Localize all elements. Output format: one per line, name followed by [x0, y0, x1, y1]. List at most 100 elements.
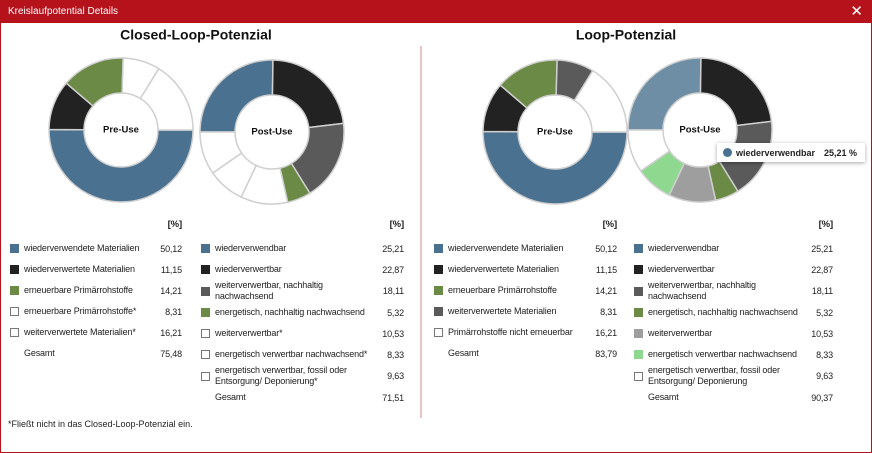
- row-value: 22,87: [382, 264, 404, 275]
- row-value: 9,63: [816, 371, 833, 381]
- donut-center-label: Pre-Use: [103, 125, 139, 136]
- swatch: [10, 244, 19, 253]
- table-row: energetisch verwertbar nachwachsend* 8,33: [201, 344, 404, 365]
- swatch: [634, 286, 643, 296]
- row-value: 11,15: [160, 264, 182, 275]
- close-button[interactable]: ✕: [850, 3, 863, 20]
- swatch: [434, 328, 443, 337]
- table-row: weiterverwertbar, nachhaltig nachwachsen…: [201, 280, 404, 302]
- table-row: wiederverwertbar 22,87: [634, 259, 833, 280]
- total-value: 75,48: [160, 348, 182, 359]
- total-row: Gesamt 83,79: [434, 343, 617, 364]
- swatch: [634, 329, 643, 338]
- donut-segment: [573, 69, 628, 133]
- donut-segment: [699, 57, 773, 127]
- row-value: 8,33: [387, 349, 404, 360]
- donut: [482, 59, 628, 205]
- table-row: wiederverwendbar 25,21: [634, 238, 833, 259]
- donut-segment: [627, 129, 671, 172]
- table-row: wiederverwertete Materialien 11,15: [10, 259, 182, 280]
- swatch: [201, 308, 210, 317]
- donut-segment: [139, 67, 194, 131]
- donut-center-label: Post-Use: [679, 125, 720, 136]
- swatch: [634, 244, 643, 253]
- row-label: weiterverwertbar*: [215, 328, 283, 338]
- swatch: [634, 350, 643, 359]
- total-row: Gesamt 90,37: [634, 387, 833, 408]
- row-label: energetisch verwertbar, fossil oder Ents…: [648, 365, 780, 386]
- row-label: weiterverwertete Materialien*: [24, 327, 136, 337]
- tooltip-swatch: [723, 148, 732, 157]
- table-row: erneuerbare Primärrohstoffe 14,21: [10, 280, 182, 301]
- tooltip-label: wiederverwendbar: [736, 148, 816, 158]
- window-title: Kreislaufpotential Details: [8, 6, 119, 17]
- table-row: weiterverwertete Materialien* 16,21: [10, 322, 182, 343]
- table-row: wiederverwertbar 22,87: [201, 259, 404, 280]
- swatch: [201, 350, 210, 359]
- table-row: erneuerbare Primärrohstoffe* 8,31: [10, 301, 182, 322]
- row-label: wiederverwertete Materialien: [24, 264, 135, 274]
- total-row: Gesamt 75,48: [10, 343, 182, 364]
- swatch: [201, 329, 210, 338]
- donut: [48, 57, 194, 203]
- row-value: 8,31: [600, 306, 617, 317]
- table-row: energetisch verwertbar nachwachsend 8,33: [634, 344, 833, 365]
- row-value: 14,21: [160, 285, 182, 296]
- table-row: erneuerbare Primärrohstoffe 14,21: [434, 280, 617, 301]
- row-label: energetisch verwertbar nachwachsend*: [215, 349, 368, 359]
- table-row: weiterverwertbar* 10,53: [201, 323, 404, 344]
- donut-center-label: Post-Use: [251, 127, 292, 138]
- swatch: [434, 265, 443, 274]
- swatch: [634, 265, 643, 274]
- donut-segment: [482, 130, 628, 205]
- row-value: 10,53: [382, 328, 404, 339]
- row-value: 16,21: [595, 327, 617, 338]
- table-row: energetisch, nachhaltig nachwachsend 5,32: [201, 302, 404, 323]
- total-value: 71,51: [382, 392, 404, 403]
- title-bar: Kreislaufpotential Details ✕: [1, 1, 871, 23]
- swatch: [434, 244, 443, 253]
- tooltip-value: 25,21 %: [823, 148, 857, 158]
- row-label: weiterverwertbar, nachhaltig nachwachsen…: [648, 280, 756, 301]
- row-value: 8,31: [165, 306, 182, 317]
- row-label: energetisch, nachhaltig nachwachsend: [215, 307, 365, 317]
- row-label: erneuerbare Primärrohstoffe: [448, 285, 557, 295]
- row-value: 25,21: [382, 243, 404, 254]
- row-label: wiederverwertbar: [215, 264, 282, 274]
- table-row: wiederverwendbar 25,21: [201, 238, 404, 259]
- row-value: 25,21: [811, 243, 833, 254]
- row-value: 16,21: [160, 327, 182, 338]
- panel-title: Closed-Loop-Potenzial: [120, 27, 272, 43]
- row-value: 18,11: [811, 286, 833, 296]
- row-value: 22,87: [811, 264, 833, 275]
- legend-table: [%] wiederverwendbar 25,21 wiederverwertbar…: [634, 219, 833, 408]
- row-label: Primärrohstoffe nicht erneuerbar: [448, 327, 573, 337]
- row-value: 10,53: [811, 328, 833, 339]
- row-value: 9,63: [387, 371, 404, 381]
- row-label: energetisch verwertbar, fossil oder Ents…: [215, 365, 347, 386]
- row-label: wiederverwertbar: [648, 264, 715, 274]
- swatch: [10, 307, 19, 316]
- total-value: 90,37: [811, 392, 833, 403]
- table-row: wiederverwendete Materialien 50,12: [10, 238, 182, 259]
- row-value: 8,33: [816, 349, 833, 360]
- panel-title: Loop-Potenzial: [576, 27, 676, 43]
- swatch: [434, 286, 443, 295]
- donut-segment: [271, 59, 345, 129]
- table-row: energetisch verwertbar, fossil oder Ents…: [634, 365, 833, 387]
- unit-header: [%]: [818, 219, 833, 230]
- row-label: weiterverwertbar: [648, 328, 713, 338]
- row-label: wiederverwendete Materialien: [24, 243, 140, 253]
- table-row: energetisch verwertbar, fossil oder Ents…: [201, 365, 404, 387]
- table-row: weiterverwertete Materialien 8,31: [434, 301, 617, 322]
- tooltip: wiederverwendbar 25,21 %: [717, 143, 865, 162]
- row-label: weiterverwertete Materialien: [448, 306, 557, 316]
- row-label: wiederverwendbar: [215, 243, 287, 253]
- total-value: 83,79: [595, 348, 617, 359]
- table-row: weiterverwertbar, nachhaltig nachwachsen…: [634, 280, 833, 302]
- table-row: Primärrohstoffe nicht erneuerbar 16,21: [434, 322, 617, 343]
- total-label: Gesamt: [24, 348, 55, 358]
- swatch: [10, 328, 19, 337]
- unit-header: [%]: [167, 219, 182, 230]
